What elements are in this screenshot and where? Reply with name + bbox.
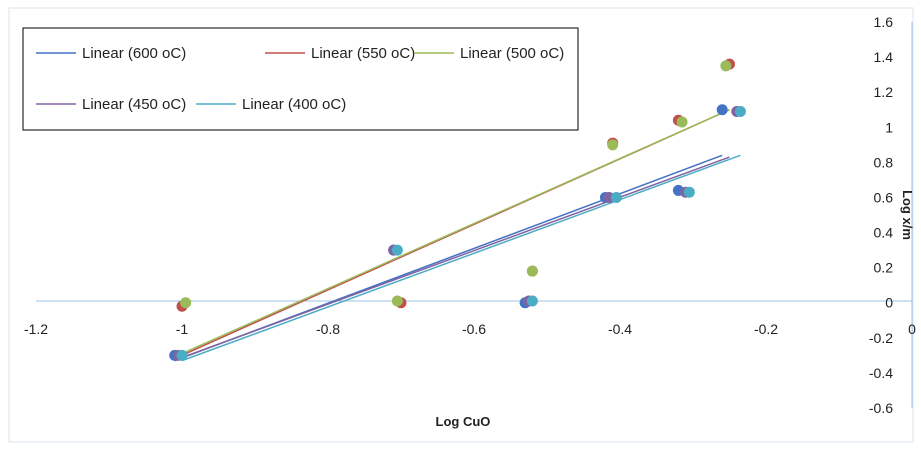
- legend-label: Linear (400 oC): [242, 96, 346, 113]
- x-tick-label: -0.4: [608, 321, 632, 337]
- x-axis-title: Log CuO: [436, 414, 491, 429]
- data-point: [526, 265, 538, 277]
- y-tick-label: 0.4: [874, 225, 894, 241]
- y-tick-label: -0.6: [869, 400, 893, 416]
- legend-label: Linear (500 oC): [460, 45, 564, 62]
- x-tick-label: -0.2: [754, 321, 778, 337]
- trendline: [181, 109, 730, 355]
- x-tick-label: 0: [908, 321, 916, 337]
- data-point: [176, 349, 188, 361]
- data-point: [676, 116, 688, 128]
- data-point: [610, 191, 622, 203]
- y-tick-label: -0.4: [869, 365, 893, 381]
- y-tick-label: 0.6: [874, 189, 894, 205]
- y-axis-title: Log x/m: [900, 190, 915, 240]
- y-tick-label: 1.4: [874, 49, 894, 65]
- x-tick-label: -1: [176, 321, 189, 337]
- trendline: [178, 156, 730, 360]
- data-point: [391, 295, 403, 307]
- data-point: [720, 60, 732, 72]
- y-tick-label: 0: [885, 295, 893, 311]
- data-point: [683, 186, 695, 198]
- data-point: [526, 295, 538, 307]
- trendlines: [174, 109, 741, 362]
- data-point: [734, 105, 746, 117]
- y-tick-label: 1: [885, 119, 893, 135]
- data-points: [169, 58, 746, 361]
- legend-label: Linear (600 oC): [82, 45, 186, 62]
- y-tick-label: -0.2: [869, 330, 893, 346]
- x-tick-labels: -1.2 -1 -0.8 -0.6 -0.4 -0.2 0: [24, 321, 916, 337]
- y-tick-label: 0.8: [874, 154, 894, 170]
- y-tick-label: 1.6: [874, 14, 894, 30]
- legend: Linear (600 oC) Linear (550 oC) Linear (50…: [22, 27, 579, 131]
- y-tick-label: 0.2: [874, 260, 894, 276]
- data-point: [716, 104, 728, 116]
- x-tick-label: -0.6: [462, 321, 486, 337]
- trendline: [181, 154, 741, 362]
- x-tick-label: -0.8: [316, 321, 340, 337]
- data-point: [391, 244, 403, 256]
- y-tick-labels: -0.6 -0.4 -0.2 0 0.2 0.4 0.6 0.8 1 1.2 1.4 1.6: [869, 14, 893, 416]
- legend-label: Linear (550 oC): [311, 45, 415, 62]
- legend-box: [22, 27, 579, 131]
- data-point: [607, 139, 619, 151]
- legend-label: Linear (450 oC): [82, 96, 186, 113]
- x-tick-label: -1.2: [24, 321, 48, 337]
- data-point: [180, 297, 192, 309]
- y-tick-label: 1.2: [874, 84, 894, 100]
- legend-items: Linear (600 oC) Linear (550 oC) Linear (50…: [36, 45, 564, 113]
